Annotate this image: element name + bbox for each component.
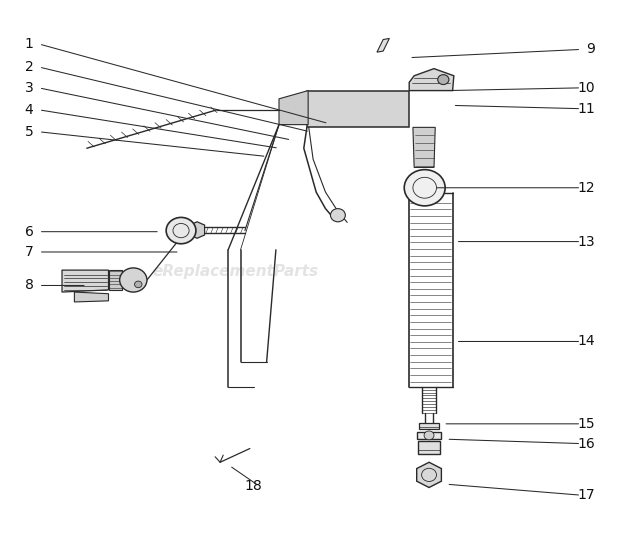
Text: 4: 4 [25,103,33,117]
Text: 15: 15 [578,417,595,431]
Polygon shape [108,270,122,290]
Text: 1: 1 [25,37,33,51]
Polygon shape [279,91,308,125]
Text: 11: 11 [577,102,595,116]
Text: 6: 6 [25,225,33,239]
Text: 10: 10 [578,81,595,95]
Polygon shape [74,292,108,302]
Circle shape [404,170,445,206]
Text: 7: 7 [25,245,33,259]
Polygon shape [62,270,108,292]
Circle shape [330,209,345,222]
Circle shape [120,268,147,292]
Bar [419,423,439,429]
Polygon shape [189,222,205,238]
Text: 16: 16 [577,436,595,451]
Bar [417,432,441,439]
Text: 8: 8 [25,278,33,293]
Text: 14: 14 [578,334,595,349]
Polygon shape [307,91,409,127]
Text: 9: 9 [587,42,595,57]
Text: 18: 18 [245,479,263,493]
Text: 3: 3 [25,81,33,95]
Polygon shape [417,462,441,488]
Text: 12: 12 [578,181,595,195]
Text: 13: 13 [578,234,595,249]
Polygon shape [413,127,435,167]
Circle shape [166,217,196,244]
Text: 2: 2 [25,60,33,74]
Circle shape [135,281,142,288]
Circle shape [438,75,449,85]
Polygon shape [377,38,389,52]
Text: 5: 5 [25,125,33,139]
Bar [418,441,440,454]
Polygon shape [409,69,454,91]
Text: eReplacementParts: eReplacementParts [153,264,319,279]
Text: 17: 17 [578,488,595,502]
Circle shape [424,431,434,440]
